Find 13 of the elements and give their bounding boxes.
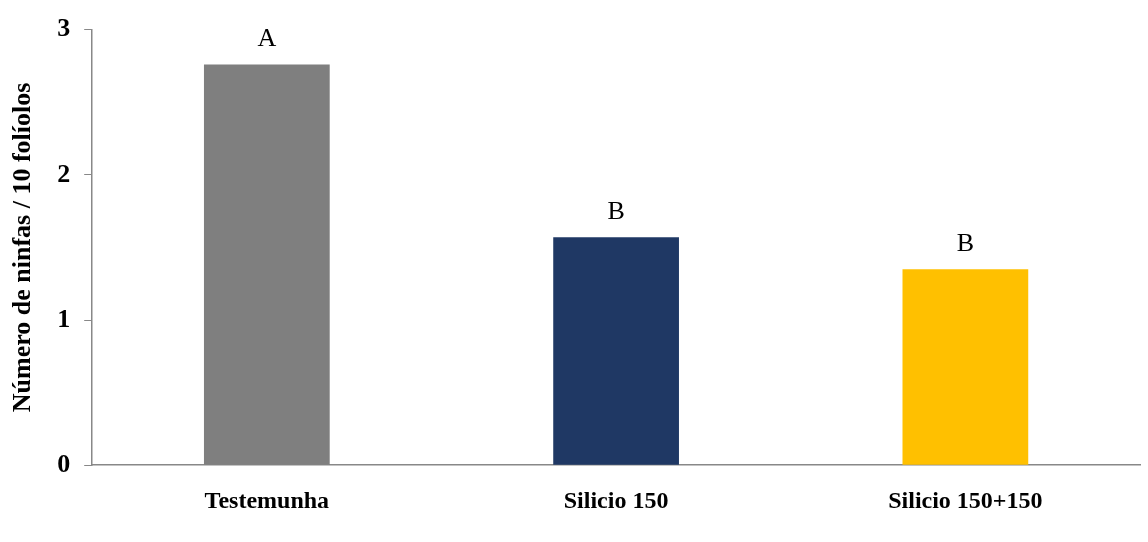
x-tick-label: Silicio 150: [563, 486, 669, 513]
y-axis-title: Número de ninfas / 10 folíolos: [7, 82, 37, 413]
x-tick-label: Silicio 150+150: [888, 486, 1043, 513]
bar: [553, 237, 679, 465]
x-tick-label: Testemunha: [204, 486, 330, 513]
bar: [902, 269, 1029, 465]
y-tick-label: 0: [57, 448, 71, 478]
annotation: B: [607, 196, 625, 226]
annotation: B: [956, 228, 975, 258]
y-tick-label: 1: [57, 303, 71, 333]
annotation: A: [257, 23, 277, 53]
y-tick-label: 2: [57, 158, 71, 188]
y-tick-label: 3: [57, 13, 71, 43]
